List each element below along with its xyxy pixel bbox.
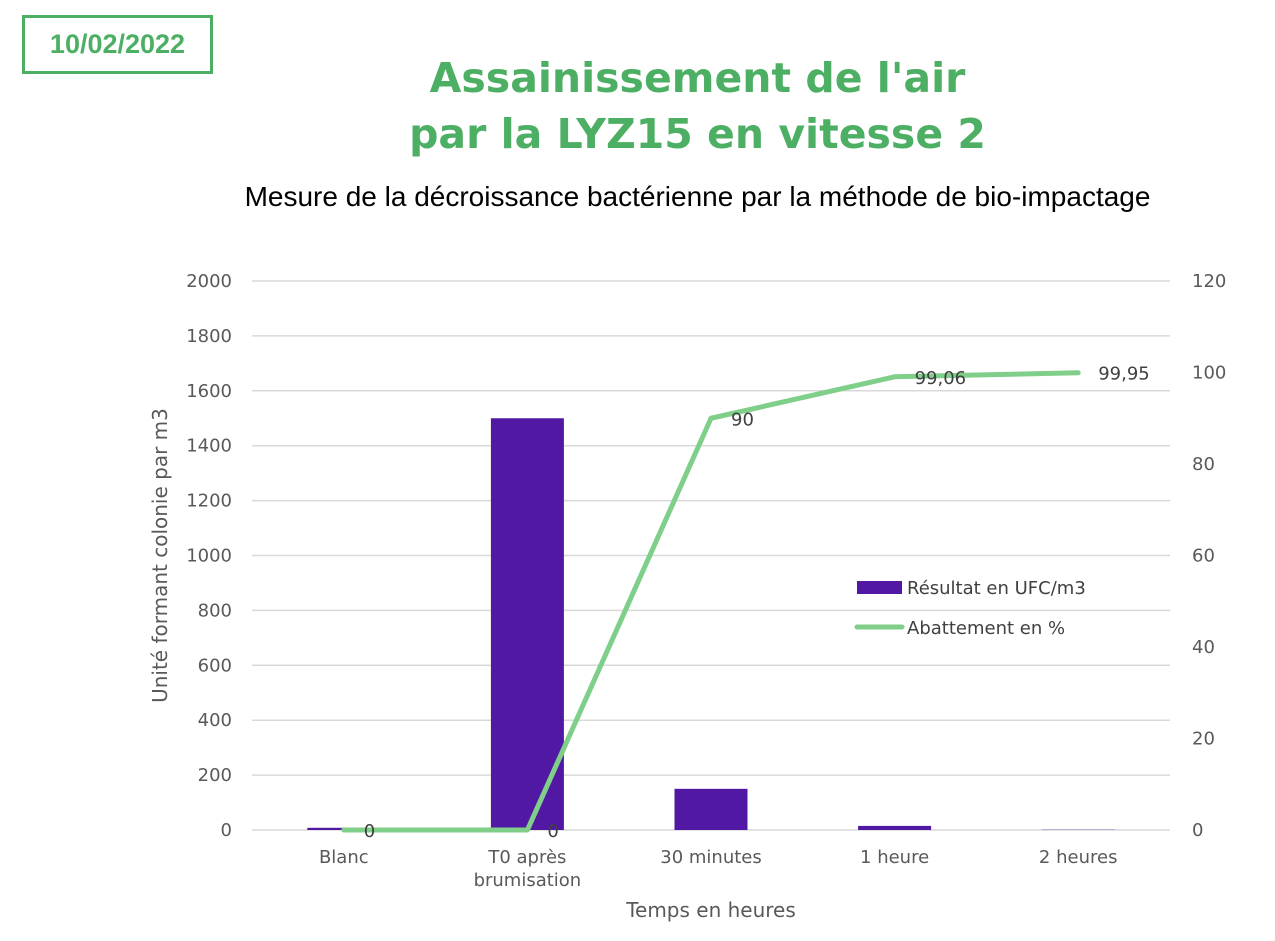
date-text: 10/02/2022	[49, 29, 186, 59]
y-tick-label: 600	[198, 655, 232, 676]
title-line-1: Assainissement de l'air	[429, 54, 966, 102]
y2-tick-label: 20	[1192, 729, 1215, 750]
y2-tick-label: 0	[1192, 820, 1203, 841]
y-tick-label: 400	[198, 710, 232, 731]
page-title: Assainissement de l'air par la LYZ15 en …	[330, 50, 1065, 162]
bar	[490, 418, 564, 830]
y2-tick-label: 100	[1192, 363, 1226, 384]
bar	[858, 825, 932, 830]
y-tick-label: 200	[198, 765, 232, 786]
y-tick-label: 800	[198, 600, 232, 621]
y-tick-label: 1400	[186, 436, 232, 457]
line-series-abattement	[341, 370, 1081, 833]
x-tick-label: 2 heures	[1039, 847, 1118, 868]
date-badge: 10/02/2022	[22, 15, 213, 74]
y-tick-label: 1600	[186, 381, 232, 402]
x-tick-label: Blanc	[319, 847, 369, 868]
y-axis-title: Unité formant colonie par m3	[148, 408, 172, 703]
y2-tick-label: 60	[1192, 546, 1215, 567]
x-tick-label: 1 heure	[860, 847, 929, 868]
y-tick-label: 1000	[186, 546, 232, 567]
bar	[674, 788, 748, 830]
data-label: 99,06	[915, 368, 967, 389]
y2-tick-label: 80	[1192, 454, 1215, 475]
y-tick-label: 0	[221, 820, 232, 841]
legend-label-line: Abattement en %	[907, 618, 1065, 639]
y-tick-label: 2000	[186, 271, 232, 292]
legend-label-bar: Résultat en UFC/m3	[907, 578, 1086, 599]
data-label: 0	[547, 821, 558, 842]
legend-swatch-bar	[857, 581, 902, 594]
title-line-2: par la LYZ15 en vitesse 2	[409, 110, 986, 158]
x-tick-label: brumisation	[474, 870, 582, 891]
data-label: 90	[731, 409, 754, 430]
x-axis-title: Temps en heures	[625, 898, 796, 922]
data-label: 99,95	[1098, 364, 1150, 385]
x-tick-label: 30 minutes	[660, 847, 762, 868]
x-tick-label: T0 après	[487, 847, 566, 868]
y2-tick-label: 120	[1192, 271, 1226, 292]
y-tick-label: 1200	[186, 491, 232, 512]
data-label: 0	[364, 821, 375, 842]
y-tick-label: 1800	[186, 326, 232, 347]
chart-subtitle: Mesure de la décroissance bactérienne pa…	[244, 181, 1151, 212]
y2-tick-label: 40	[1192, 637, 1215, 658]
